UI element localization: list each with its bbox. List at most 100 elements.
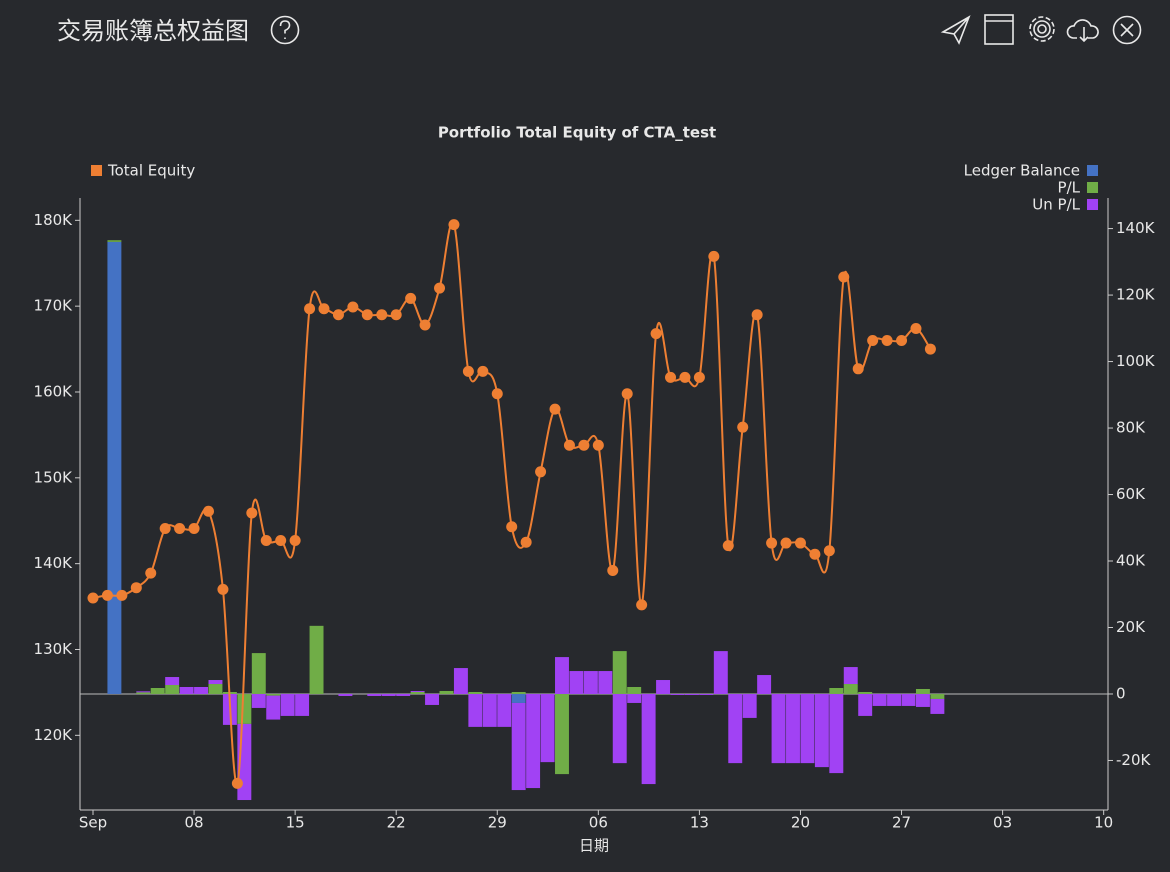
legend-label: Ledger Balance (964, 162, 1080, 180)
gear-inner[interactable] (1037, 24, 1047, 34)
download-icon[interactable] (1066, 19, 1099, 43)
bar (699, 693, 714, 695)
window-frame[interactable] (984, 14, 1014, 45)
point (578, 439, 590, 451)
legend-swatch (91, 165, 102, 176)
bar (612, 651, 627, 694)
help-mark[interactable] (279, 20, 291, 39)
point (376, 309, 388, 321)
point (809, 548, 821, 560)
help-icon[interactable] (270, 15, 300, 45)
point (751, 309, 763, 321)
help-circle[interactable] (270, 15, 300, 45)
point (766, 537, 778, 549)
bar (843, 667, 858, 685)
bar (381, 693, 396, 696)
point (708, 250, 720, 262)
point (636, 599, 648, 611)
point (361, 309, 373, 321)
settings-icon[interactable] (1029, 16, 1055, 42)
point (563, 439, 575, 451)
bar (208, 684, 223, 694)
gear-mid[interactable] (1033, 20, 1051, 38)
y-tick-label: 150K (34, 468, 74, 486)
point (549, 403, 561, 415)
point (665, 371, 677, 383)
point (448, 219, 460, 231)
bar (237, 693, 252, 724)
point (405, 292, 417, 304)
point (737, 421, 749, 433)
bar (482, 693, 497, 727)
y-tick-label: 130K (34, 640, 74, 658)
bar (266, 695, 281, 720)
point (275, 534, 287, 546)
x-tick-label: 13 (690, 814, 709, 832)
point (318, 303, 330, 315)
close-x[interactable] (1120, 23, 1134, 37)
bar (251, 693, 266, 708)
y2-tick-label: 40K (1116, 552, 1146, 570)
legend-swatch (1087, 182, 1098, 193)
point (203, 505, 214, 517)
point (780, 537, 792, 549)
point (867, 334, 879, 346)
bar (670, 693, 685, 695)
point (896, 334, 908, 346)
y-tick-label: 160K (34, 382, 74, 400)
point (650, 328, 662, 340)
window-icon[interactable] (984, 14, 1014, 45)
bar (684, 693, 699, 695)
point (910, 322, 922, 334)
bar (872, 693, 887, 706)
close-circle[interactable] (1112, 15, 1142, 45)
bar (179, 687, 194, 694)
bar (396, 693, 411, 696)
x-tick-label: 22 (387, 814, 406, 832)
point (188, 522, 200, 534)
point (347, 301, 359, 313)
x-tick-label: 27 (892, 814, 911, 832)
point (794, 537, 806, 549)
point (145, 567, 157, 579)
point (130, 582, 142, 594)
bar (757, 675, 772, 694)
bar (425, 693, 440, 705)
x-tick-label: Sep (79, 814, 107, 832)
bar (107, 241, 122, 694)
point (434, 282, 446, 294)
bar (627, 693, 642, 703)
point (823, 545, 835, 557)
y-tick-label: 170K (34, 297, 74, 315)
point (506, 521, 518, 533)
send-icon[interactable] (940, 15, 971, 45)
point (607, 565, 619, 577)
bar (511, 702, 526, 791)
y2-tick-label: -20K (1116, 751, 1151, 769)
bar (410, 691, 425, 694)
bar (555, 693, 569, 775)
bar (555, 657, 569, 694)
point (304, 303, 316, 315)
bar (107, 240, 122, 242)
x-tick-label: 10 (1094, 814, 1113, 832)
close-icon[interactable] (1112, 15, 1142, 45)
bar (641, 693, 656, 785)
legend-swatch (1087, 165, 1098, 176)
y-tick-label: 120K (34, 726, 74, 744)
x-axis-title: 日期 (579, 837, 609, 855)
point (419, 319, 431, 331)
bar (497, 693, 512, 727)
bar (858, 691, 873, 694)
gear-outer[interactable] (1029, 16, 1055, 42)
bar (713, 651, 728, 694)
bar (136, 691, 151, 693)
y2-tick-label: 140K (1116, 219, 1156, 237)
bar (814, 693, 829, 768)
bar (627, 687, 642, 694)
x-tick-label: 29 (488, 814, 507, 832)
point (491, 388, 503, 400)
legend-label: Total Equity (107, 162, 195, 180)
x-tick-label: 03 (993, 814, 1012, 832)
